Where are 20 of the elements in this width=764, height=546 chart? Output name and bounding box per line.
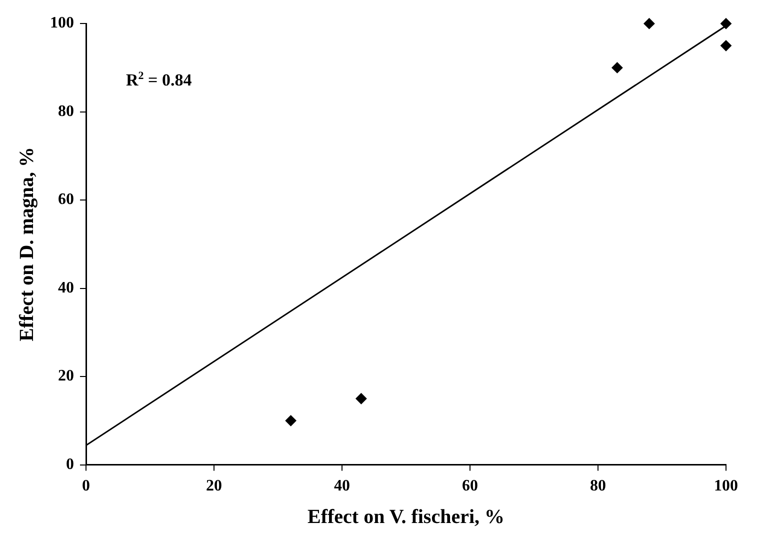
- point: [612, 62, 623, 74]
- x-tick-label: 0: [82, 478, 90, 495]
- point: [644, 18, 655, 30]
- y-tick-label: 60: [58, 191, 74, 208]
- y-tick-label: 20: [58, 368, 74, 385]
- x-tick-label: 60: [462, 478, 478, 495]
- x-tick-label: 40: [334, 478, 350, 495]
- y-tick-label: 0: [66, 456, 74, 473]
- x-tick-label: 20: [206, 478, 222, 495]
- y-tick-label: 40: [58, 279, 74, 296]
- x-tick-label: 100: [714, 478, 738, 495]
- x-tick-label: 80: [590, 478, 606, 495]
- y-tick-label: 100: [50, 14, 74, 32]
- y-axis-title: Effect on D. magna, %: [16, 146, 38, 342]
- x-axis-title: Effect on V. fischeri, %: [307, 506, 505, 528]
- y-tick-label: 80: [58, 102, 74, 120]
- point: [720, 18, 732, 30]
- point: [720, 40, 732, 52]
- point: [356, 393, 367, 404]
- point: [285, 415, 296, 426]
